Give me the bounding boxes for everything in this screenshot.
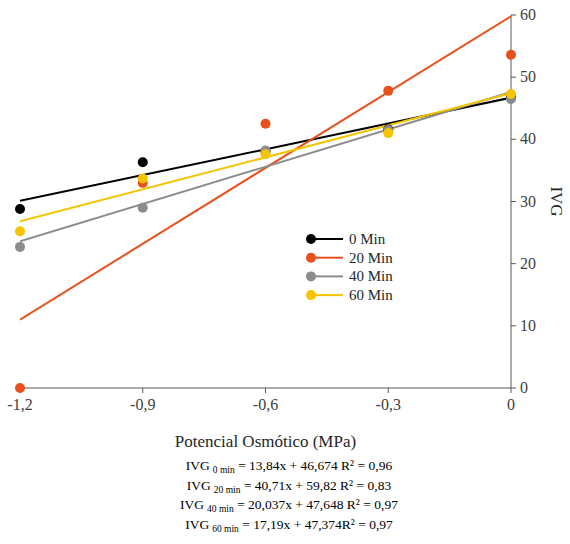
point [506,89,516,99]
point [383,86,393,96]
x-tick [265,388,266,393]
x-tick-label: -0,3 [376,396,401,413]
legend-line [315,257,343,259]
y-axis-label: IVG [547,186,566,216]
y-tick-label: 40 [520,130,536,147]
equation-base: IVG [185,517,209,532]
equation-sub: 40 min [207,504,234,514]
x-tick [388,388,389,393]
equation-text: = 20,037x + 47,648 R² = 0,97 [234,497,398,512]
equation: IVG0 min = 13,84x + 46,674 R² = 0,96 [186,458,393,475]
point [261,119,271,129]
equation-base: IVG [180,497,204,512]
y-tick-label: 50 [520,68,536,85]
point [506,50,516,60]
legend-label: 0 Min [349,231,386,247]
point [138,173,148,183]
y-tick [511,139,516,140]
y-tick [511,15,516,16]
point [138,157,148,167]
y-tick [511,388,516,389]
x-tick-label: -1,2 [7,396,32,413]
y-tick [511,325,516,326]
legend-line [315,238,343,240]
equation-text: = 40,71x + 59,82 R² = 0,83 [241,478,392,493]
x-tick-label: 0 [507,396,515,413]
equation-text: = 17,19x + 47,374R² = 0,97 [239,517,393,532]
y-tick-label: 0 [520,379,528,396]
legend-label: 40 Min [349,268,393,284]
y-tick [511,263,516,264]
y-tick-label: 60 [520,6,536,23]
equation: IVG20 min = 40,71x + 59,82 R² = 0,83 [187,478,392,495]
x-tick-label: -0,9 [130,396,155,413]
equation-base: IVG [186,458,210,473]
legend-marker [306,234,316,244]
trend-line [20,93,511,221]
trend-line [20,92,511,241]
equation: IVG60 min = 17,19x + 47,374R² = 0,97 [185,517,393,534]
equation-text: = 13,84x + 46,674 R² = 0,96 [235,458,393,473]
legend: 0 Min 20 Min 40 Min 60 Min [306,231,393,303]
trend-lines [20,16,511,319]
point [138,203,148,213]
y-tick-label: 10 [520,317,536,334]
legend-line [315,275,343,277]
point [383,128,393,138]
equation-sub: 20 min [214,485,241,495]
y-tick [511,77,516,78]
equation-sub: 0 min [213,465,235,475]
equation-sub: 60 min [212,524,239,534]
legend-marker [306,271,316,281]
legend-label: 60 Min [349,287,393,303]
x-tick [142,388,143,393]
points [15,50,516,393]
point [15,226,25,236]
point [15,204,25,214]
trend-line [20,16,511,319]
x-tick [511,388,512,393]
chart: -1,2 -0,9 -0,6 -0,3 00 10 20 30 40 50 60 Potencial … [0,0,570,544]
point [15,242,25,252]
point [261,149,271,159]
equation-base: IVG [187,478,211,493]
point [15,383,25,393]
legend-marker [306,290,316,300]
x-tick-label: -0,6 [253,396,278,413]
legend-marker [306,253,316,263]
y-tick-label: 30 [520,193,536,210]
legend-label: 20 Min [349,250,393,266]
equation: IVG40 min = 20,037x + 47,648 R² = 0,97 [180,497,398,514]
y-tick-label: 20 [520,255,536,272]
y-tick [511,201,516,202]
legend-line [315,294,343,296]
x-axis-label: Potencial Osmótico (MPa) [175,432,356,451]
